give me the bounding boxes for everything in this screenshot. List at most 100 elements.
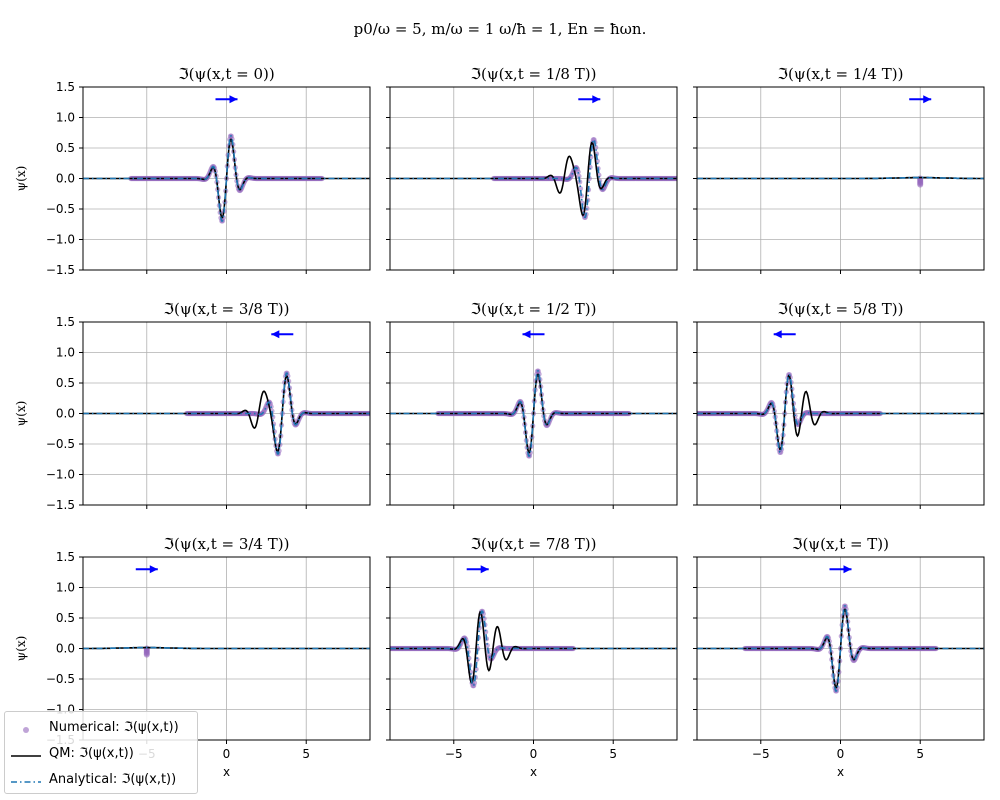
y-axis-label: ψ(x) bbox=[14, 166, 28, 192]
x-tick-label: 0 bbox=[530, 747, 538, 761]
y-tick-label: 0.0 bbox=[56, 642, 75, 656]
arrow-head-icon bbox=[480, 565, 489, 574]
y-tick-label: −0.5 bbox=[46, 672, 75, 686]
y-tick-label: −1.0 bbox=[46, 233, 75, 247]
numerical-marker-icon bbox=[11, 721, 41, 733]
data-series bbox=[379, 608, 677, 689]
subplot-title: ℑ(ψ(x,t = T)) bbox=[792, 535, 889, 553]
numerical-point bbox=[379, 646, 384, 651]
arrow-head-icon bbox=[271, 330, 280, 339]
x-axis-label: x bbox=[223, 765, 230, 779]
arrow-head-icon bbox=[773, 330, 782, 339]
y-tick-label: 0.0 bbox=[56, 407, 75, 421]
arrow-head-icon bbox=[149, 565, 158, 574]
y-tick-label: −0.5 bbox=[46, 202, 75, 216]
qm-series-line bbox=[390, 373, 677, 454]
figure-title: p0/ω = 5, m/ω = 1 ω/ħ = 1, En = ħωn. bbox=[354, 20, 647, 38]
y-tick-label: −1.5 bbox=[46, 263, 75, 277]
qm-series-line bbox=[697, 608, 984, 689]
numerical-point bbox=[484, 642, 490, 648]
data-series bbox=[83, 133, 370, 224]
subplot-5: ℑ(ψ(x,t = 1/2 T)) bbox=[386, 300, 678, 509]
x-tick-label: 0 bbox=[223, 747, 231, 761]
arrow-head-icon bbox=[923, 95, 932, 104]
numerical-point bbox=[575, 169, 581, 175]
x-tick-label: −5 bbox=[445, 747, 463, 761]
arrow-head-icon bbox=[592, 95, 601, 104]
numerical-point bbox=[678, 176, 683, 181]
legend-entry-analytical: Analytical: ℑ(ψ(x,t)) bbox=[11, 769, 176, 789]
numerical-point bbox=[682, 176, 687, 181]
subplot-title: ℑ(ψ(x,t = 1/4 T)) bbox=[778, 65, 904, 83]
legend-entry-qm: QM: ℑ(ψ(x,t)) bbox=[11, 743, 134, 763]
y-tick-label: −1.5 bbox=[46, 498, 75, 512]
numerical-point bbox=[369, 412, 370, 415]
x-tick-label: −5 bbox=[752, 747, 770, 761]
data-series bbox=[390, 368, 677, 459]
numerical-point bbox=[374, 411, 379, 416]
data-series bbox=[697, 175, 984, 188]
qm-series-line bbox=[83, 138, 370, 219]
data-series bbox=[83, 370, 380, 457]
subplot-title: ℑ(ψ(x,t = 3/8 T)) bbox=[164, 300, 290, 318]
x-axis-label: x bbox=[530, 765, 537, 779]
y-tick-label: 1.0 bbox=[56, 346, 75, 360]
subplot-9: −5 0 5 ℑ(ψ(x,t = T)) x bbox=[693, 535, 985, 779]
numerical-point bbox=[371, 411, 376, 416]
subplot-title: ℑ(ψ(x,t = 1/8 T)) bbox=[471, 65, 597, 83]
subplot-6: ℑ(ψ(x,t = 5/8 T)) bbox=[686, 300, 985, 509]
numerical-point bbox=[375, 411, 380, 416]
analytical-series-line bbox=[697, 373, 984, 454]
numerical-point bbox=[687, 411, 692, 416]
numerical-point bbox=[682, 176, 687, 181]
y-tick-label: 0.0 bbox=[56, 172, 75, 186]
numerical-point bbox=[917, 181, 924, 188]
analytical-series-line bbox=[83, 372, 370, 455]
data-series bbox=[83, 645, 370, 658]
numerical-point bbox=[143, 651, 150, 658]
y-tick-label: 1.0 bbox=[56, 111, 75, 125]
subplot-4: −1.5 −1.0 −0.5 0.0 0.5 1.0 1.5 ℑ(ψ(x,t = 3/8 T)… bbox=[14, 300, 380, 512]
numerical-point bbox=[576, 173, 582, 179]
analytical-series-line bbox=[697, 176, 984, 180]
numerical-point bbox=[680, 176, 685, 181]
numerical-point bbox=[686, 411, 691, 416]
legend-label-numerical: Numerical: ℑ(ψ(x,t)) bbox=[49, 719, 179, 735]
subplot-2: ℑ(ψ(x,t = 1/8 T)) bbox=[386, 65, 687, 274]
data-series bbox=[390, 137, 687, 220]
numerical-point bbox=[681, 176, 686, 181]
numerical-point bbox=[373, 411, 378, 416]
subplot-title: ℑ(ψ(x,t = 5/8 T)) bbox=[778, 300, 904, 318]
qm-series-line bbox=[390, 610, 677, 684]
numerical-point bbox=[577, 185, 584, 192]
legend-label-qm: QM: ℑ(ψ(x,t)) bbox=[49, 745, 134, 761]
y-tick-label: 1.5 bbox=[56, 315, 75, 329]
y-tick-label: 0.5 bbox=[56, 376, 75, 390]
qm-line-icon bbox=[11, 747, 41, 759]
subplot-title: ℑ(ψ(x,t = 0)) bbox=[178, 65, 275, 83]
analytical-series-line bbox=[390, 138, 677, 219]
y-tick-label: 1.0 bbox=[56, 581, 75, 595]
arrow-head-icon bbox=[522, 330, 531, 339]
legend: Numerical: ℑ(ψ(x,t)) QM: ℑ(ψ(x,t)) Analy… bbox=[4, 711, 198, 794]
subplot-title: ℑ(ψ(x,t = 7/8 T)) bbox=[471, 535, 597, 553]
y-tick-label: 1.5 bbox=[56, 550, 75, 564]
x-tick-label: 5 bbox=[302, 747, 310, 761]
data-series bbox=[686, 372, 984, 455]
x-tick-label: 5 bbox=[609, 747, 617, 761]
y-tick-label: −1.0 bbox=[46, 468, 75, 482]
y-axis-label: ψ(x) bbox=[14, 401, 28, 427]
numerical-point bbox=[679, 176, 684, 181]
numerical-point bbox=[381, 646, 386, 651]
arrow-head-icon bbox=[843, 565, 852, 574]
legend-label-analytical: Analytical: ℑ(ψ(x,t)) bbox=[49, 771, 177, 787]
subplot-title: ℑ(ψ(x,t = 1/2 T)) bbox=[471, 300, 597, 318]
y-tick-label: −0.5 bbox=[46, 437, 75, 451]
analytical-series-line bbox=[83, 646, 370, 650]
subplot-3: ℑ(ψ(x,t = 1/4 T)) bbox=[693, 65, 985, 274]
subplot-8: −5 0 5 ℑ(ψ(x,t = 7/8 T)) x bbox=[379, 535, 678, 779]
numerical-point bbox=[372, 411, 377, 416]
numerical-point bbox=[676, 177, 677, 180]
subplot-grid: −1.5 −1.0 −0.5 0.0 0.5 1.0 1.5 ℑ(ψ(x,t = 0)) ψ(x… bbox=[14, 65, 985, 779]
